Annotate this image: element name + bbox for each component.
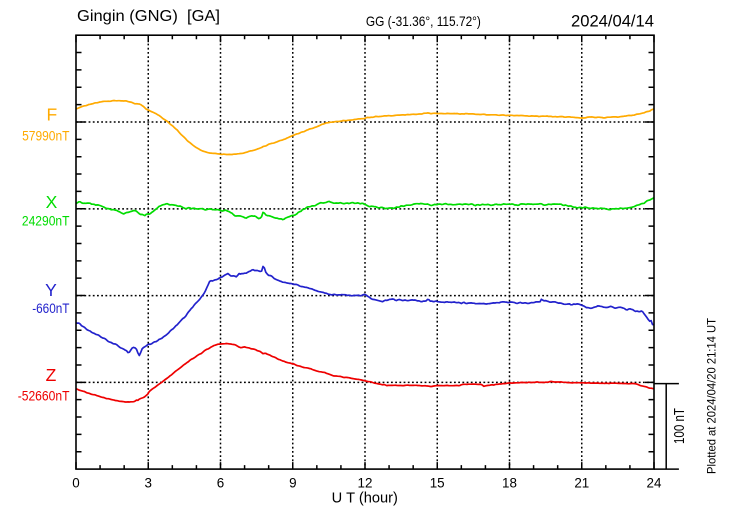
svg-text:12: 12 <box>358 476 373 491</box>
svg-text:Y: Y <box>45 280 57 300</box>
svg-text:100 nT: 100 nT <box>671 408 688 444</box>
svg-text:3: 3 <box>144 476 151 491</box>
svg-text:Z: Z <box>46 365 57 385</box>
svg-text:GG (-31.36°, 115.72°): GG (-31.36°, 115.72°) <box>366 13 481 29</box>
svg-text:24: 24 <box>647 476 662 491</box>
svg-text:2024/04/14: 2024/04/14 <box>571 12 654 30</box>
svg-text:18: 18 <box>502 476 517 491</box>
svg-text:X: X <box>46 192 58 212</box>
svg-text:U T (hour): U T (hour) <box>332 491 398 507</box>
svg-text:Plotted at 2024/04/20 21:14 UT: Plotted at 2024/04/20 21:14 UT <box>705 317 719 474</box>
svg-text:Gingin (GNG) [GA]: Gingin (GNG) [GA] <box>77 8 220 25</box>
svg-text:21: 21 <box>574 476 589 491</box>
svg-text:6: 6 <box>217 476 224 491</box>
svg-text:24290nT: 24290nT <box>22 213 70 228</box>
svg-text:F: F <box>47 104 58 124</box>
svg-text:-660nT: -660nT <box>32 301 69 316</box>
svg-text:0: 0 <box>72 476 79 491</box>
svg-text:15: 15 <box>430 476 445 491</box>
svg-text:-52660nT: -52660nT <box>18 388 70 403</box>
svg-text:57990nT: 57990nT <box>22 128 69 143</box>
svg-text:9: 9 <box>289 476 296 491</box>
